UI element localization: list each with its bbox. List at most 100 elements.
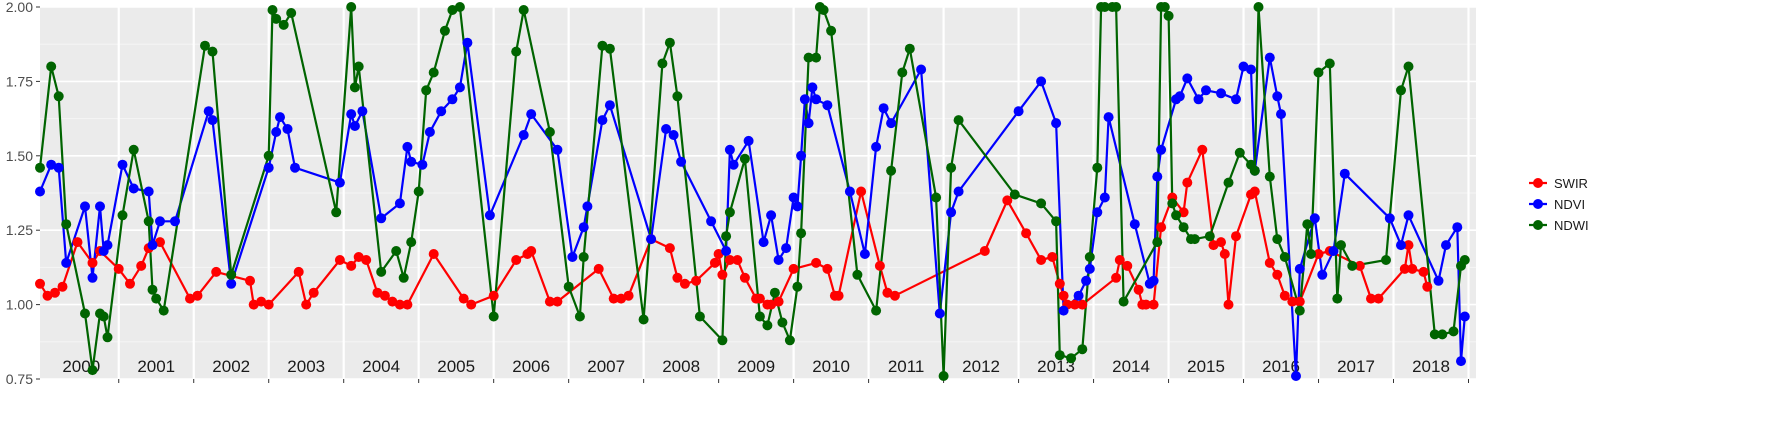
data-point-ndvi — [394, 198, 405, 209]
data-point-ndwi — [1066, 353, 1077, 364]
data-point-swir — [466, 299, 477, 310]
data-point-ndvi — [275, 112, 285, 123]
data-point-swir — [1133, 284, 1144, 295]
data-point-ndwi — [61, 219, 72, 230]
data-point-ndvi — [1328, 246, 1339, 256]
data-point-swir — [691, 275, 702, 286]
data-point-ndvi — [271, 127, 282, 137]
data-point-swir — [664, 243, 675, 254]
data-point-ndvi — [934, 308, 945, 319]
legend-label-swir: SWIR — [1554, 176, 1588, 191]
data-point-ndvi — [781, 243, 792, 254]
data-point-ndvi — [417, 159, 428, 170]
data-point-ndwi — [439, 25, 450, 36]
data-point-ndvi — [334, 177, 345, 188]
data-point-ndwi — [739, 153, 750, 164]
data-point-ndvi — [290, 162, 300, 173]
data-point-ndvi — [1231, 94, 1241, 105]
data-point-ndvi — [822, 100, 833, 111]
data-point-swir — [882, 287, 893, 298]
data-point-ndvi — [807, 82, 818, 93]
data-point-ndvi — [1216, 88, 1226, 99]
data-point-ndvi — [346, 109, 357, 120]
data-point-swir — [1272, 269, 1283, 280]
data-point-ndwi — [762, 320, 773, 331]
data-point-ndvi — [1459, 311, 1470, 322]
data-point-swir — [732, 255, 743, 265]
data-point-ndvi — [128, 183, 139, 194]
data-point-ndwi — [1092, 162, 1103, 173]
data-point-ndwi — [1264, 171, 1275, 182]
data-point-ndvi — [646, 234, 657, 245]
data-point-ndvi — [1092, 207, 1103, 218]
data-point-ndwi — [672, 91, 683, 102]
data-point-ndvi — [743, 135, 754, 146]
data-point-ndvi — [1441, 240, 1451, 251]
data-point-ndvi — [1452, 222, 1463, 233]
data-point-swir — [136, 260, 147, 271]
data-point-swir — [889, 290, 900, 301]
data-point-ndvi — [454, 82, 465, 93]
data-point-swir — [263, 299, 274, 310]
data-point-ndwi — [128, 144, 139, 155]
data-point-swir — [788, 263, 799, 274]
y-axis: 0.75 1.00 1.25 1.50 1.75 2.00 — [6, 0, 40, 387]
data-point-ndwi — [80, 308, 90, 319]
data-point-swir — [1264, 257, 1275, 268]
data-point-ndwi — [1204, 231, 1215, 242]
data-point-ndvi — [46, 159, 57, 170]
data-point-ndwi — [1324, 58, 1335, 69]
data-point-ndwi — [286, 8, 297, 18]
data-point-swir — [713, 249, 724, 259]
data-point-ndwi — [398, 272, 409, 283]
data-point-ndwi — [1178, 222, 1189, 233]
series-line-ndvi — [38, 41, 1466, 378]
data-point-swir — [57, 281, 68, 292]
data-point-ndvi — [35, 186, 45, 197]
data-point-ndvi — [946, 207, 957, 218]
year-label: 2010 — [812, 357, 850, 376]
data-point-ndvi — [844, 186, 855, 197]
data-point-swir — [623, 290, 634, 301]
data-point-ndwi — [1429, 329, 1440, 340]
data-point-ndvi — [526, 109, 537, 120]
data-point-ndwi — [1223, 177, 1234, 188]
data-point-ndvi — [102, 240, 113, 251]
data-point-swir — [1249, 186, 1260, 197]
data-point-ndwi — [331, 207, 342, 218]
year-label: 2015 — [1187, 357, 1225, 376]
data-point-ndwi — [1332, 293, 1343, 304]
data-point-ndwi — [353, 61, 364, 72]
data-point-ndwi — [694, 311, 705, 322]
data-point-ndvi — [203, 106, 214, 117]
data-point-ndwi — [938, 371, 949, 381]
data-point-ndvi — [567, 252, 578, 262]
year-label: 2005 — [437, 357, 475, 376]
data-point-ndwi — [754, 311, 765, 322]
data-point-swir — [709, 257, 720, 268]
data-point-ndvi — [1051, 118, 1062, 129]
data-point-ndvi — [1103, 112, 1114, 123]
data-point-swir — [874, 260, 885, 271]
data-point-swir — [394, 299, 405, 310]
data-point-swir — [1069, 299, 1080, 310]
data-point-ndwi — [278, 19, 289, 30]
data-point-ndvi — [1384, 213, 1395, 224]
data-point-ndwi — [1279, 252, 1290, 262]
data-point-ndvi — [436, 106, 447, 117]
data-point-ndwi — [1099, 2, 1110, 12]
series-points — [35, 2, 1470, 381]
data-point-ndwi — [1077, 344, 1088, 355]
year-label: 2013 — [1037, 357, 1075, 376]
data-point-ndwi — [1313, 67, 1324, 78]
data-point-ndwi — [428, 67, 439, 78]
data-point-ndwi — [447, 5, 458, 15]
data-point-ndvi — [706, 216, 717, 227]
data-point-swir — [155, 237, 165, 248]
data-point-ndvi — [578, 222, 589, 233]
data-point-swir — [1216, 237, 1226, 248]
data-point-ndvi — [95, 201, 105, 212]
data-point-ndwi — [117, 210, 128, 221]
data-point-ndvi — [1238, 61, 1249, 72]
data-point-ndvi — [1174, 91, 1185, 102]
